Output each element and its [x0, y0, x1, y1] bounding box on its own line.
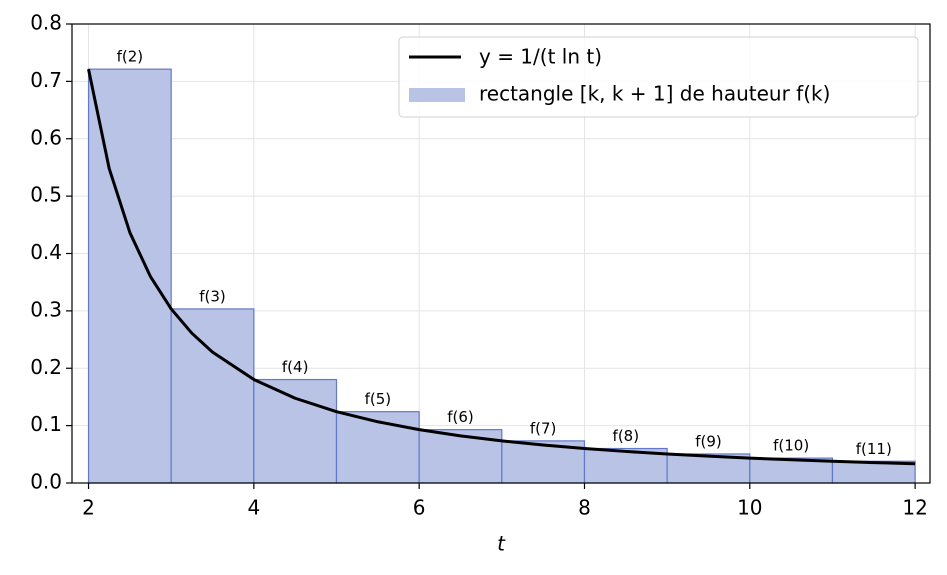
- bar-annotation: f(7): [530, 419, 557, 437]
- bar-annotation: f(2): [117, 48, 144, 66]
- y-tick-label: 0.0: [30, 470, 62, 494]
- x-tick-label: 8: [578, 496, 591, 520]
- x-axis-label: t: [497, 532, 506, 556]
- bar-annotation: f(9): [695, 432, 722, 450]
- legend-label: y = 1/(t ln t): [479, 45, 602, 69]
- legend-bar-swatch: [409, 88, 465, 102]
- bar-annotation: f(6): [447, 408, 474, 426]
- y-tick-label: 0.8: [30, 11, 62, 35]
- plot-frame: [71, 23, 931, 484]
- y-tick-label: 0.5: [30, 183, 62, 207]
- x-tick-label: 10: [737, 496, 762, 520]
- x-tick-label: 4: [247, 496, 260, 520]
- y-tick-label: 0.3: [30, 297, 62, 321]
- bar-annotation: f(10): [773, 437, 809, 455]
- bar-annotation: f(5): [365, 390, 392, 408]
- curve: [87, 68, 916, 466]
- x-tick-label: 12: [902, 496, 927, 520]
- y-tick-label: 0.6: [30, 125, 62, 149]
- bar: [253, 378, 338, 484]
- legend-label: rectangle [k, k + 1] de hauteur f(k): [479, 82, 830, 106]
- y-tick-label: 0.4: [30, 240, 62, 264]
- bar-annotation: f(8): [613, 427, 640, 445]
- bar-annotation: f(3): [199, 287, 226, 305]
- y-tick-label: 0.1: [30, 412, 62, 436]
- bar-annotation: f(4): [282, 358, 309, 376]
- bar: [170, 308, 255, 484]
- bar-annotation: f(11): [856, 440, 892, 458]
- x-tick-label: 2: [82, 496, 95, 520]
- y-tick-label: 0.7: [30, 68, 62, 92]
- y-tick-label: 0.2: [30, 355, 62, 379]
- x-tick-label: 6: [413, 496, 426, 520]
- legend-box: [398, 36, 919, 118]
- bar: [418, 429, 503, 484]
